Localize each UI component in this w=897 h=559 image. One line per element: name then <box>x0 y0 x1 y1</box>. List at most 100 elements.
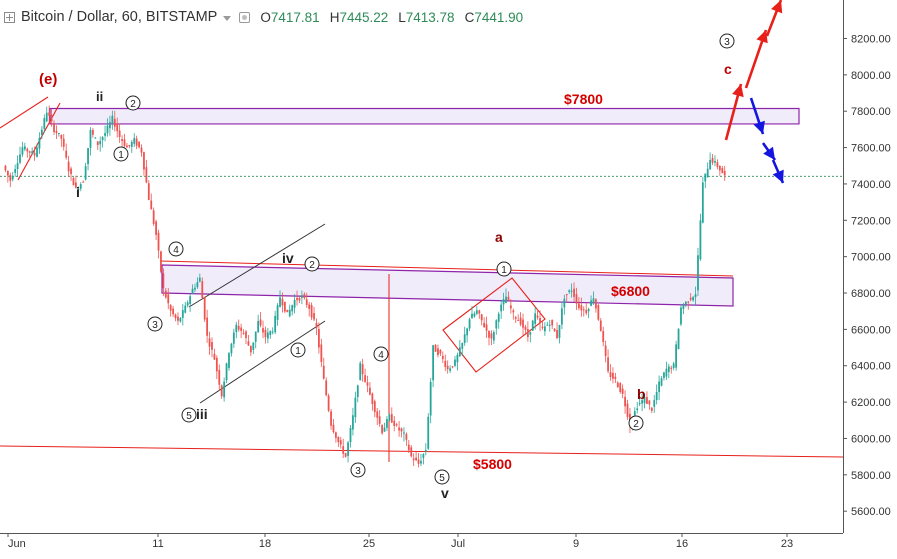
candle[interactable] <box>670 367 673 369</box>
candle[interactable] <box>298 297 301 301</box>
candle[interactable] <box>500 304 503 312</box>
candle[interactable] <box>118 130 121 137</box>
candle[interactable] <box>383 427 386 432</box>
candle[interactable] <box>434 344 437 352</box>
candle[interactable] <box>420 460 422 464</box>
candle[interactable] <box>412 458 415 461</box>
candle[interactable] <box>417 459 420 464</box>
candle[interactable] <box>288 309 291 317</box>
candle[interactable] <box>196 281 199 288</box>
candle[interactable] <box>164 290 167 298</box>
candle[interactable] <box>9 174 12 181</box>
candle[interactable] <box>94 137 97 139</box>
candle[interactable] <box>249 345 252 353</box>
candle[interactable] <box>643 396 646 404</box>
candle[interactable] <box>60 134 63 139</box>
candle[interactable] <box>123 139 126 146</box>
candle[interactable] <box>109 122 111 129</box>
candle[interactable] <box>230 343 233 354</box>
y-axis-panel[interactable] <box>843 0 897 554</box>
candle[interactable] <box>565 294 568 296</box>
candle[interactable] <box>55 130 58 134</box>
candle[interactable] <box>356 385 359 398</box>
candle[interactable] <box>429 381 432 416</box>
candle[interactable] <box>492 332 495 341</box>
candle[interactable] <box>709 160 712 170</box>
candle[interactable] <box>33 152 36 156</box>
candle[interactable] <box>390 414 393 423</box>
candle[interactable] <box>621 388 624 394</box>
candle[interactable] <box>157 232 160 251</box>
candle[interactable] <box>14 169 17 173</box>
candle[interactable] <box>602 331 605 342</box>
candle[interactable] <box>619 383 622 393</box>
candle[interactable] <box>524 326 527 330</box>
candle[interactable] <box>281 298 284 306</box>
candle[interactable] <box>77 188 80 190</box>
candle[interactable] <box>79 184 82 189</box>
candle[interactable] <box>466 328 469 336</box>
candle[interactable] <box>599 320 602 332</box>
candle[interactable] <box>687 301 690 303</box>
candle[interactable] <box>378 416 381 424</box>
candle[interactable] <box>337 436 340 443</box>
candle[interactable] <box>38 137 41 149</box>
candle[interactable] <box>660 378 663 386</box>
candle[interactable] <box>699 220 702 260</box>
candle[interactable] <box>320 344 323 362</box>
candle[interactable] <box>254 331 257 342</box>
candle[interactable] <box>697 255 699 291</box>
candle[interactable] <box>364 375 366 382</box>
candle[interactable] <box>458 347 461 357</box>
candle[interactable] <box>721 168 724 174</box>
candle[interactable] <box>471 313 473 319</box>
candle[interactable] <box>534 313 537 324</box>
candle[interactable] <box>237 325 240 330</box>
candle[interactable] <box>106 125 109 134</box>
candle[interactable] <box>505 296 507 303</box>
candle[interactable] <box>167 294 170 304</box>
candle[interactable] <box>672 363 675 368</box>
candle[interactable] <box>143 152 145 170</box>
candle[interactable] <box>225 363 228 381</box>
candle[interactable] <box>75 182 77 188</box>
candle[interactable] <box>398 427 400 431</box>
candle[interactable] <box>322 365 325 379</box>
candle[interactable] <box>718 165 721 171</box>
candle[interactable] <box>271 331 274 333</box>
candle[interactable] <box>347 442 349 456</box>
candle[interactable] <box>300 295 303 298</box>
candle[interactable] <box>478 310 481 314</box>
candle[interactable] <box>169 305 172 311</box>
candle[interactable] <box>220 385 223 397</box>
candle[interactable] <box>228 353 230 369</box>
candle[interactable] <box>305 299 308 306</box>
candle[interactable] <box>150 200 153 210</box>
candle[interactable] <box>335 432 337 438</box>
candle[interactable] <box>72 177 75 186</box>
candle[interactable] <box>352 415 354 430</box>
candle[interactable] <box>706 168 709 178</box>
candle[interactable] <box>172 308 174 315</box>
candle[interactable] <box>303 294 306 299</box>
candle[interactable] <box>701 182 704 223</box>
candle[interactable] <box>283 301 286 312</box>
candle[interactable] <box>327 395 330 411</box>
settings-icon[interactable] <box>239 11 251 23</box>
candle[interactable] <box>551 319 554 326</box>
candle[interactable] <box>23 146 26 150</box>
candle[interactable] <box>570 290 573 292</box>
candle[interactable] <box>45 112 48 122</box>
candle[interactable] <box>684 301 687 305</box>
candle[interactable] <box>568 290 571 293</box>
symbol-title[interactable]: Bitcoin / Dollar, 60, BITSTAMP <box>21 9 218 25</box>
candle[interactable] <box>641 400 643 404</box>
candle[interactable] <box>561 308 563 325</box>
candle[interactable] <box>587 309 590 312</box>
candle[interactable] <box>427 416 430 449</box>
candle[interactable] <box>130 141 133 147</box>
candle[interactable] <box>461 342 464 349</box>
candle[interactable] <box>296 297 298 301</box>
candle[interactable] <box>449 368 452 371</box>
